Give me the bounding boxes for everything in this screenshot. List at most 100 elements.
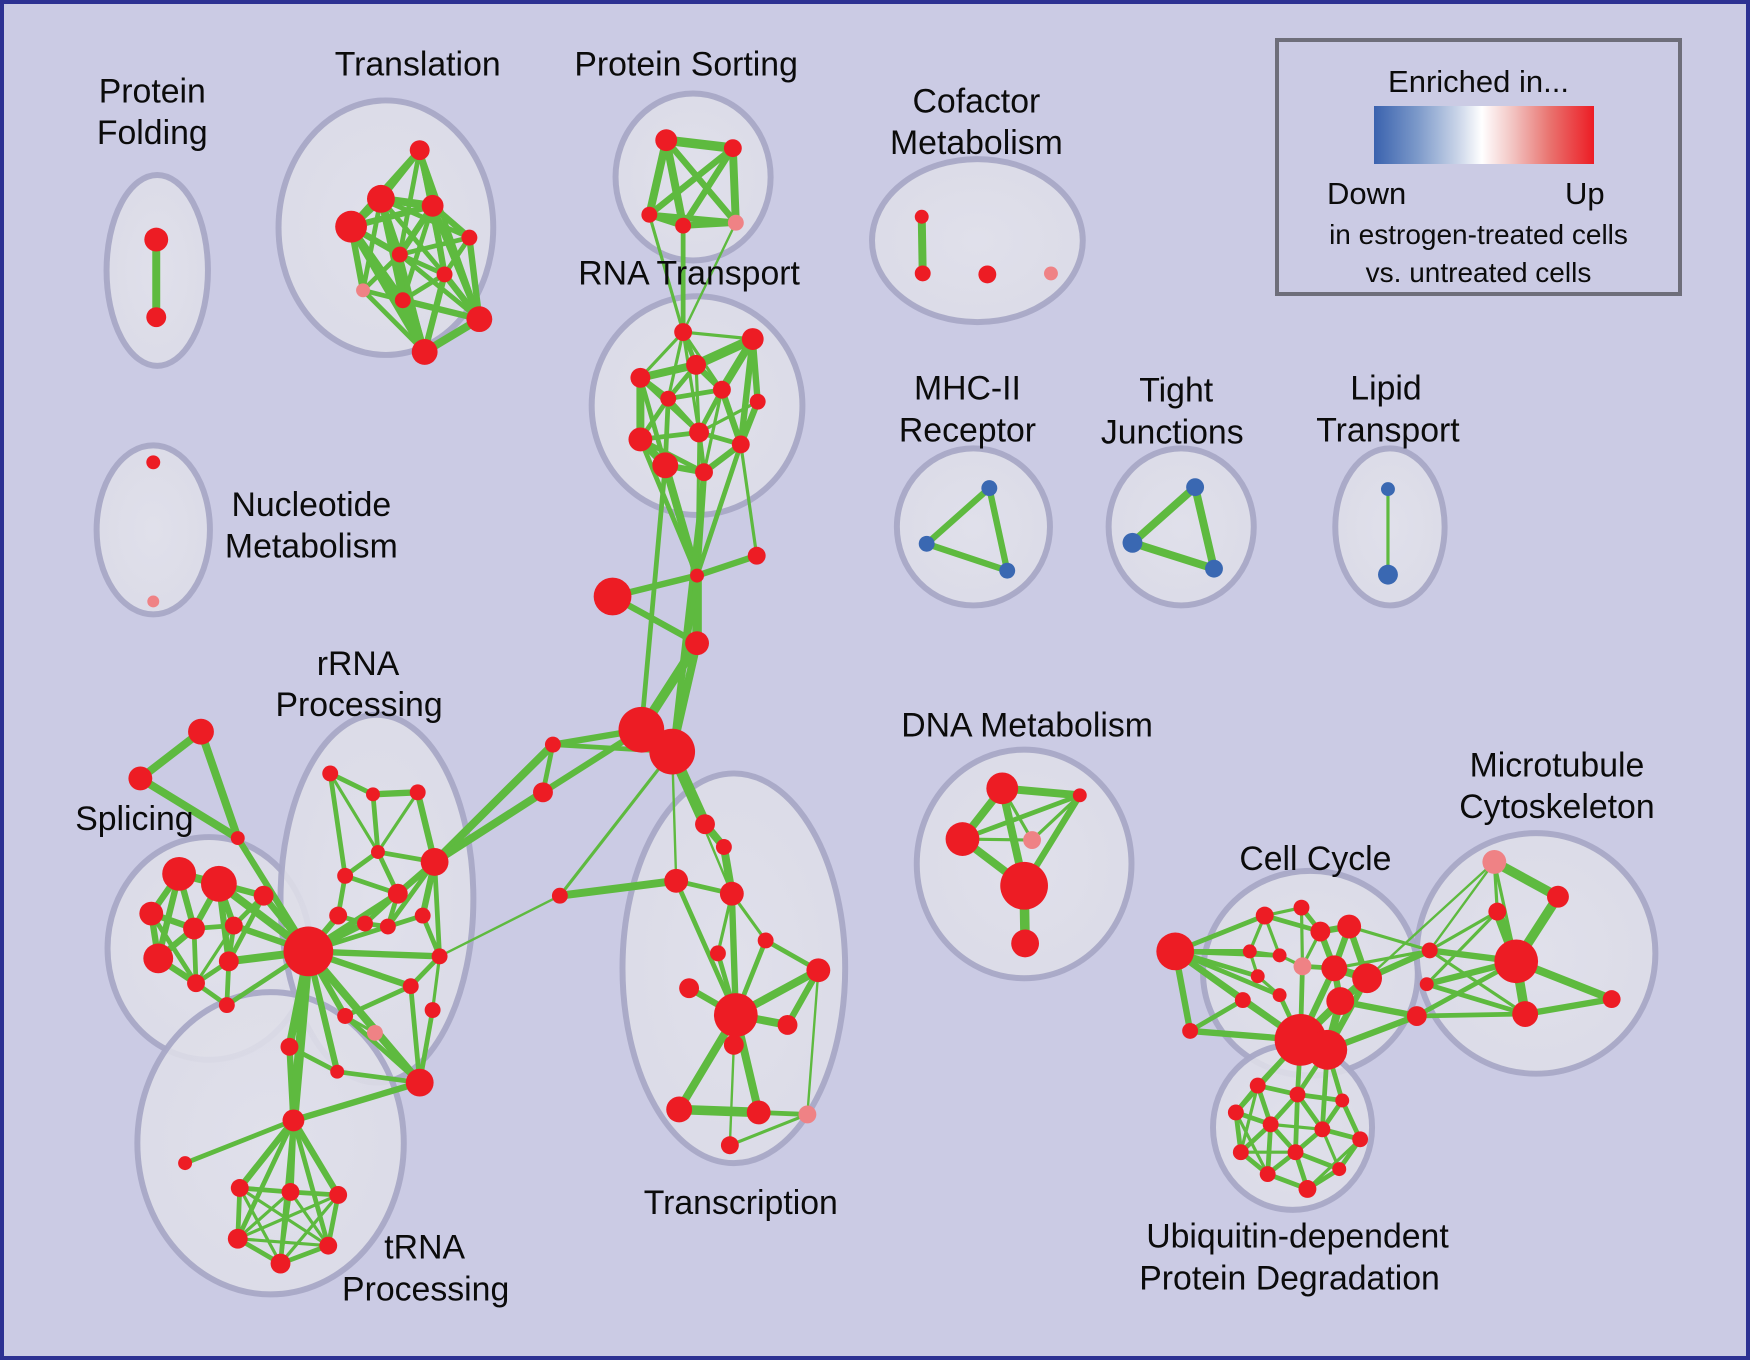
network-node-rr15[interactable]: [337, 1008, 354, 1024]
network-node-m2[interactable]: [747, 546, 766, 565]
network-node-tc12[interactable]: [746, 1100, 771, 1125]
network-node-dm2[interactable]: [1072, 788, 1087, 803]
network-node-mt6[interactable]: [1419, 977, 1434, 992]
network-node-rt9[interactable]: [628, 427, 653, 452]
network-node-ub10[interactable]: [1259, 1166, 1276, 1183]
network-node-ub8[interactable]: [1287, 1144, 1304, 1161]
network-node-cc12[interactable]: [1272, 988, 1287, 1003]
network-node-rt11[interactable]: [652, 452, 679, 479]
network-node-dm4[interactable]: [1023, 831, 1042, 849]
network-node-ps1[interactable]: [655, 129, 678, 152]
network-node-m7[interactable]: [551, 887, 568, 904]
network-node-cc11[interactable]: [1250, 969, 1265, 984]
network-node-ub2[interactable]: [1289, 1086, 1306, 1103]
network-node-rr8[interactable]: [329, 906, 348, 925]
network-node-rt10[interactable]: [731, 435, 750, 454]
network-node-rr18[interactable]: [405, 1068, 434, 1097]
network-node-ps4[interactable]: [675, 217, 692, 234]
network-node-rt8[interactable]: [689, 422, 709, 443]
network-node-rt1[interactable]: [674, 323, 693, 342]
network-node-cc9[interactable]: [1321, 955, 1348, 982]
network-node-tc8[interactable]: [679, 978, 700, 999]
network-node-rt12[interactable]: [695, 463, 713, 482]
network-node-rr9[interactable]: [357, 915, 373, 932]
network-node-h2[interactable]: [649, 728, 696, 775]
network-node-tn5[interactable]: [227, 1228, 248, 1249]
network-node-st3[interactable]: [230, 831, 245, 846]
network-node-rr3[interactable]: [409, 784, 426, 801]
network-node-st1[interactable]: [188, 718, 214, 745]
network-node-tr2[interactable]: [367, 184, 395, 213]
network-node-pf2[interactable]: [146, 307, 167, 328]
network-node-rt4[interactable]: [630, 367, 651, 388]
network-node-tc6[interactable]: [709, 945, 726, 962]
network-node-mt9[interactable]: [1602, 990, 1621, 1009]
network-node-lt1[interactable]: [1381, 482, 1395, 497]
network-node-sp10[interactable]: [218, 997, 235, 1014]
network-node-tc1[interactable]: [695, 814, 715, 835]
network-node-tc5[interactable]: [757, 932, 774, 949]
network-node-pf1[interactable]: [144, 227, 169, 252]
network-node-mh1[interactable]: [981, 480, 998, 497]
network-node-tc4[interactable]: [719, 881, 744, 906]
network-node-ps3[interactable]: [641, 206, 658, 223]
network-node-mh2[interactable]: [918, 535, 935, 552]
network-node-dm3[interactable]: [945, 822, 980, 856]
network-node-tc2[interactable]: [715, 839, 732, 855]
network-node-ub11[interactable]: [1332, 1162, 1347, 1177]
network-node-tc14[interactable]: [720, 1136, 739, 1155]
network-node-tr7[interactable]: [436, 266, 453, 283]
network-node-dm6[interactable]: [1011, 929, 1040, 958]
network-node-dm1[interactable]: [986, 772, 1019, 805]
network-node-rrH[interactable]: [283, 926, 334, 977]
network-node-cc13[interactable]: [1234, 992, 1251, 1009]
network-node-sp6[interactable]: [253, 885, 274, 906]
network-node-ps5[interactable]: [727, 214, 744, 231]
network-node-dm5[interactable]: [1000, 861, 1048, 910]
network-node-mtH[interactable]: [1494, 939, 1539, 984]
network-node-tj1[interactable]: [1186, 478, 1205, 497]
network-node-cc2[interactable]: [1255, 906, 1274, 925]
network-node-rr7[interactable]: [337, 867, 354, 884]
network-node-tc9[interactable]: [777, 1015, 798, 1035]
network-node-sp9[interactable]: [218, 951, 239, 972]
network-node-tr4[interactable]: [335, 210, 368, 243]
network-node-tr5[interactable]: [391, 246, 408, 263]
network-node-nm1[interactable]: [146, 455, 161, 470]
network-node-mt1[interactable]: [1482, 849, 1507, 874]
network-node-mt8[interactable]: [1512, 1001, 1539, 1027]
network-node-ub12[interactable]: [1298, 1180, 1317, 1198]
network-node-m5[interactable]: [544, 736, 561, 753]
network-node-m1[interactable]: [690, 568, 705, 583]
network-node-tr10[interactable]: [466, 306, 493, 333]
network-node-tc13[interactable]: [798, 1105, 817, 1124]
network-node-rt3[interactable]: [686, 354, 706, 375]
network-node-cc5[interactable]: [1337, 914, 1362, 939]
network-node-sp5[interactable]: [224, 916, 243, 935]
network-node-ub7[interactable]: [1232, 1144, 1249, 1161]
network-node-tn7[interactable]: [270, 1253, 291, 1274]
network-node-rr16[interactable]: [280, 1037, 299, 1056]
network-node-tn3[interactable]: [281, 1183, 300, 1201]
network-node-tc10[interactable]: [723, 1034, 744, 1055]
network-node-lt2[interactable]: [1378, 564, 1398, 585]
network-node-tn4[interactable]: [329, 1186, 348, 1204]
network-node-tnH[interactable]: [282, 1109, 305, 1132]
network-node-ub1[interactable]: [1249, 1077, 1266, 1094]
network-node-tc3[interactable]: [664, 868, 689, 893]
network-node-rr14[interactable]: [402, 978, 419, 995]
network-node-cf3[interactable]: [978, 265, 997, 284]
network-node-tn1[interactable]: [178, 1156, 193, 1171]
network-node-cf4[interactable]: [1044, 266, 1058, 281]
network-node-sp7[interactable]: [143, 943, 174, 974]
network-node-cc4[interactable]: [1310, 921, 1331, 942]
network-node-tr3[interactable]: [421, 194, 444, 217]
network-node-sp3[interactable]: [139, 901, 164, 926]
network-node-sp4[interactable]: [183, 917, 205, 940]
network-node-sp8[interactable]: [187, 974, 205, 993]
network-node-tn6[interactable]: [319, 1236, 338, 1255]
network-node-cc7[interactable]: [1272, 948, 1287, 963]
network-node-tc7[interactable]: [806, 958, 831, 983]
network-node-rr11[interactable]: [414, 907, 431, 924]
network-node-ub3[interactable]: [1335, 1093, 1350, 1108]
